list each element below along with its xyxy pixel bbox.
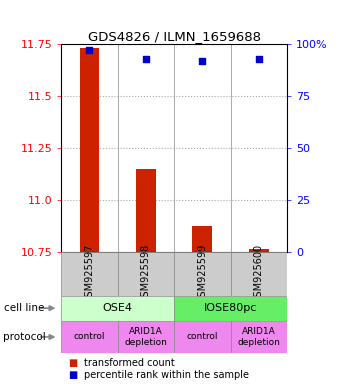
Text: GSM925599: GSM925599: [197, 244, 207, 303]
Bar: [174, 296, 287, 321]
Bar: [61, 252, 118, 296]
Bar: [118, 321, 174, 353]
Bar: [61, 321, 118, 353]
Point: [256, 56, 261, 62]
Bar: [231, 252, 287, 296]
Point: [199, 58, 205, 64]
Text: cell line: cell line: [4, 303, 44, 313]
Text: ■: ■: [68, 358, 77, 368]
Text: IOSE80pc: IOSE80pc: [204, 303, 257, 313]
Text: percentile rank within the sample: percentile rank within the sample: [84, 370, 249, 380]
Text: control: control: [74, 333, 105, 341]
Text: ARID1A
depletion: ARID1A depletion: [125, 327, 167, 347]
Bar: [231, 321, 287, 353]
Bar: [249, 249, 269, 252]
Point: [87, 47, 92, 53]
Point: [143, 56, 149, 62]
Bar: [136, 169, 156, 252]
Bar: [61, 296, 174, 321]
Text: GSM925597: GSM925597: [84, 244, 94, 303]
Text: GSM925598: GSM925598: [141, 244, 151, 303]
Text: ■: ■: [68, 370, 77, 380]
Text: protocol: protocol: [4, 332, 46, 342]
Text: control: control: [187, 333, 218, 341]
Bar: [174, 321, 231, 353]
Bar: [193, 225, 212, 252]
Text: GSM925600: GSM925600: [254, 244, 264, 303]
Title: GDS4826 / ILMN_1659688: GDS4826 / ILMN_1659688: [88, 30, 261, 43]
Bar: [174, 252, 231, 296]
Text: transformed count: transformed count: [84, 358, 175, 368]
Text: OSE4: OSE4: [103, 303, 133, 313]
Bar: [118, 252, 174, 296]
Text: ARID1A
depletion: ARID1A depletion: [237, 327, 280, 347]
Bar: [79, 48, 99, 252]
